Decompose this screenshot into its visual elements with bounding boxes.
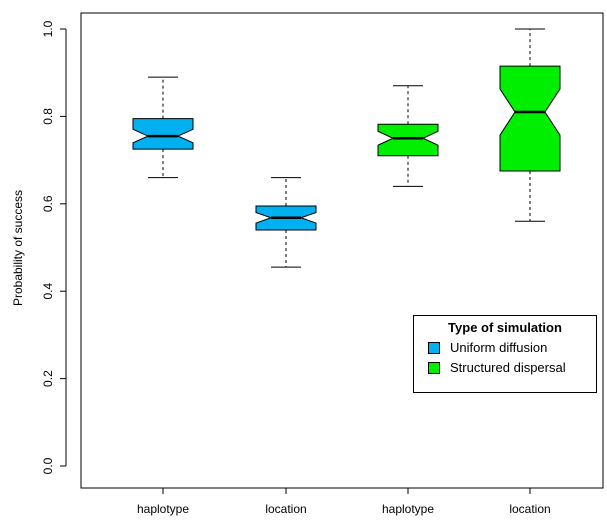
legend: Type of simulation Uniform diffusion Str… (413, 315, 597, 393)
y-tick-label: 0.8 (41, 108, 55, 125)
y-axis: 0.0 0.2 0.4 0.6 0.8 1.0 (41, 20, 67, 474)
y-tick-label: 0.2 (41, 370, 55, 387)
boxplots (132, 28, 561, 268)
x-tick-label: haplotype (137, 502, 189, 516)
legend-label-uniform: Uniform diffusion (450, 340, 548, 355)
box (377, 123, 439, 157)
y-tick-label: 0.4 (41, 283, 55, 300)
y-tick-label: 0.0 (41, 457, 55, 474)
y-tick-label: 0.6 (41, 195, 55, 212)
boxplot (377, 85, 439, 187)
legend-swatch-structured (428, 361, 440, 374)
x-tick-label: location (509, 502, 550, 516)
boxplot (255, 177, 317, 268)
box (132, 118, 194, 150)
x-tick-label: location (265, 502, 306, 516)
legend-label-structured: Structured dispersal (450, 360, 566, 375)
legend-item-structured: Structured dispersal (428, 360, 596, 375)
boxplot (132, 76, 194, 179)
boxplot (499, 28, 561, 222)
x-axis: haplotype location haplotype location (137, 487, 551, 516)
x-tick-label: haplotype (382, 502, 434, 516)
y-axis-label: Probability of success (11, 190, 25, 306)
y-tick-label: 1.0 (41, 20, 55, 37)
legend-swatch-uniform (428, 341, 440, 354)
legend-title: Type of simulation (448, 320, 562, 335)
box (499, 65, 561, 172)
legend-item-uniform: Uniform diffusion (428, 340, 596, 355)
